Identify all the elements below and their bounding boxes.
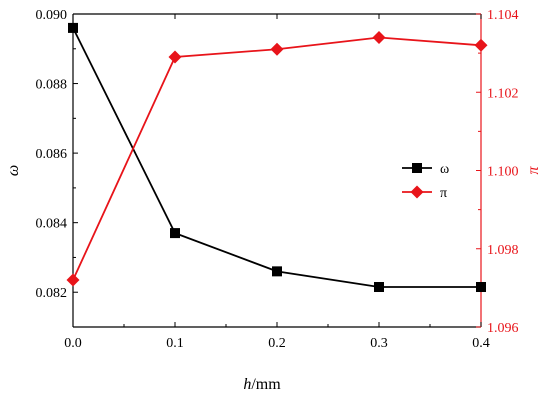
x-tick-label: 0.2	[268, 336, 286, 351]
legend-label: ω	[440, 162, 449, 177]
data-point-diamond	[474, 38, 488, 52]
series-layer	[66, 22, 488, 293]
data-point-diamond	[168, 50, 182, 64]
y-right-tick-label: 1.100	[487, 165, 519, 180]
data-point-diamond	[372, 30, 386, 44]
x-axis-title: h/mm	[243, 376, 281, 393]
y-right-tick-label: 1.096	[487, 321, 519, 336]
y-left-tick-label: 0.084	[36, 217, 68, 232]
data-point-square	[476, 282, 486, 293]
legend-marker-diamond	[410, 185, 424, 199]
y-right-tick-label: 1.102	[487, 86, 519, 101]
series-line-0	[72, 27, 481, 288]
x-axis-title-unit: /mm	[251, 376, 281, 393]
data-point-square	[272, 266, 282, 277]
data-point-square	[68, 22, 78, 33]
data-point-diamond	[270, 42, 284, 56]
series-line-1	[72, 36, 482, 281]
data-point-square	[374, 282, 384, 293]
x-axis-title-variable: h	[243, 376, 251, 393]
x-tick-label: 0.3	[370, 336, 388, 351]
legend-marker-square	[412, 163, 422, 173]
axes: 0.0 0.1 0.2 0.3 0.4 0.082 0.084 0.086 0.088 0.090…	[5, 8, 542, 393]
x-tick-label: 0.0	[64, 336, 82, 351]
y-left-axis-title: ω	[5, 165, 22, 176]
y-left-tick-label: 0.088	[36, 78, 68, 93]
y-left-tick-label: 0.082	[36, 286, 68, 301]
legend: ωπ	[402, 162, 449, 201]
y-right-axis-title: π	[525, 166, 542, 175]
y-left-tick-label: 0.090	[36, 8, 68, 23]
x-tick-label: 0.4	[472, 336, 490, 351]
data-point-diamond	[66, 273, 80, 287]
legend-label: π	[440, 186, 447, 201]
x-tick-label: 0.1	[166, 336, 184, 351]
y-right-tick-label: 1.098	[487, 243, 519, 258]
y-left-tick-label: 0.086	[36, 147, 68, 162]
y-right-tick-label: 1.104	[487, 8, 519, 23]
data-point-square	[170, 228, 180, 239]
